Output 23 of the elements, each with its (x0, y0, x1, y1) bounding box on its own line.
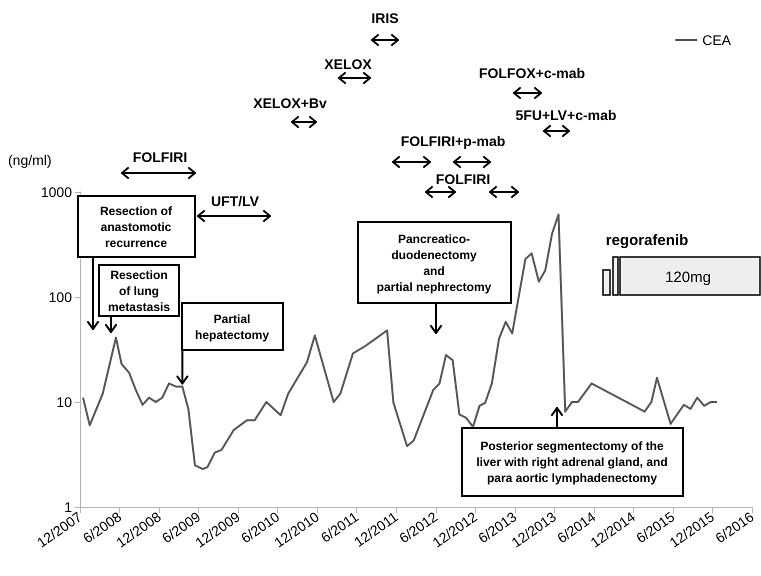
annotation: Resection of anastomotic recurrence (100, 204, 174, 250)
annotation: 120mg (665, 268, 711, 286)
annotation: UFT/LV (211, 193, 260, 209)
y-tick-label: 10 (56, 394, 72, 410)
text: XELOX (324, 56, 372, 72)
text: FOLFOX+c-mab (478, 65, 586, 81)
y-tick-label: 1000 (40, 184, 72, 200)
annotation: Partial hepatectomy (194, 312, 270, 342)
legend-label: CEA (702, 32, 732, 48)
text: FOLFIRI (436, 171, 490, 187)
annotation: Pancreatico- duodenectomy and partial nephrectomy (376, 232, 492, 294)
text: 5FU+LV+c-mab (516, 107, 616, 123)
text: FOLFIRI (132, 149, 188, 165)
y-tick-label: 1 (64, 499, 72, 515)
text: XELOX+Bv (253, 95, 327, 111)
y-tick-label: 100 (48, 289, 72, 305)
text: IRIS (371, 10, 399, 26)
annotation: Posterior segmentectomy of the liver with right adrenal gland, and para aortic lymphadenectomy (476, 439, 668, 485)
y-axis-title: (ng/ml) (8, 152, 52, 168)
line-series (82, 214, 718, 470)
text: FOLFIRI+p-mab (400, 133, 506, 149)
annotation: regorafenib (606, 232, 688, 248)
annotation: Resection of lung metastasis (108, 268, 170, 314)
